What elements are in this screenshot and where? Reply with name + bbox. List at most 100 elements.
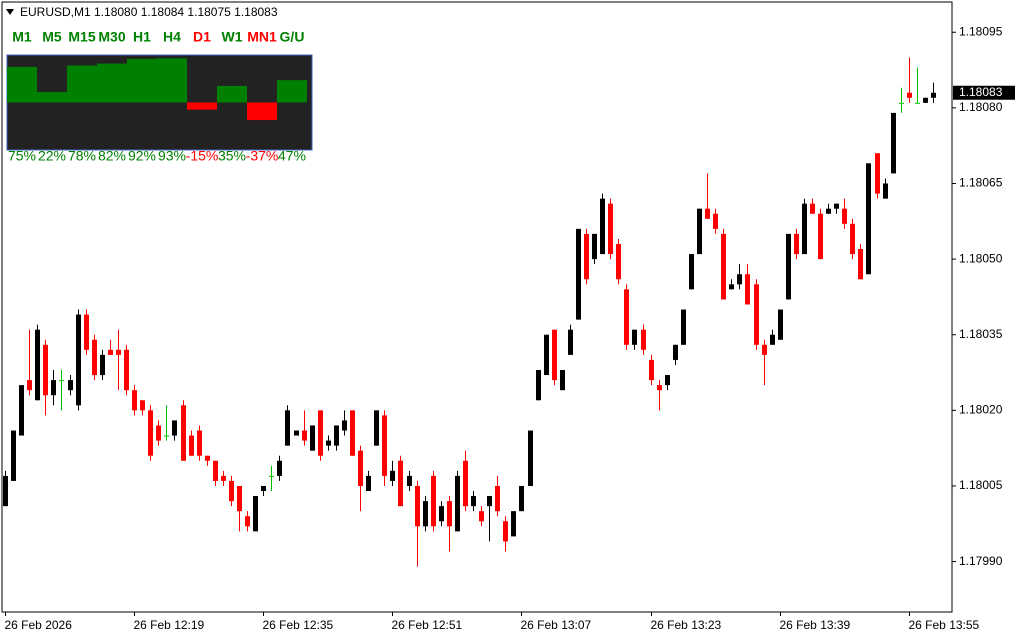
candle-body — [237, 485, 242, 512]
candle-body — [269, 475, 274, 477]
candle-body — [398, 460, 403, 507]
candle-body — [883, 183, 888, 199]
candle-body — [624, 289, 629, 345]
candle-body — [592, 233, 597, 260]
candle-body — [850, 223, 855, 255]
candle-body — [374, 410, 379, 446]
candle-body — [673, 344, 678, 360]
mtf-bar — [97, 63, 127, 103]
candle-body — [27, 380, 32, 391]
candle-body — [826, 208, 831, 214]
candle-body — [108, 349, 113, 355]
candle-body — [221, 475, 226, 481]
candle-body — [447, 501, 452, 527]
x-tick-label: 26 Feb 2026 — [5, 618, 73, 632]
candle-body — [552, 329, 557, 381]
mtf-bar — [217, 85, 247, 103]
candle-body — [229, 480, 234, 502]
mtf-bar — [277, 80, 307, 103]
candle-body — [802, 203, 807, 255]
candle-body — [213, 460, 218, 481]
candle-body — [124, 349, 129, 391]
candle-body — [59, 380, 64, 382]
candle-body — [310, 425, 315, 451]
mtf-percent: 35% — [218, 148, 246, 164]
candle-body — [713, 213, 718, 229]
candle-body — [140, 400, 145, 411]
candle-body — [899, 102, 904, 104]
candle-body — [842, 208, 847, 224]
candle-body — [181, 405, 186, 461]
candle-body — [689, 254, 694, 290]
candle-body — [19, 385, 24, 436]
y-tick-label: 1.18005 — [959, 478, 1003, 492]
candle-body — [858, 249, 863, 280]
collapse-icon[interactable] — [6, 9, 14, 15]
candle-body — [632, 329, 637, 345]
candle-body — [495, 485, 500, 512]
candle-body — [431, 475, 436, 527]
candle-body — [923, 97, 928, 103]
candle-body — [318, 410, 323, 456]
candle-body — [528, 430, 533, 486]
candle-body — [818, 213, 823, 260]
price-tag-label: 1.18083 — [959, 85, 1003, 99]
candle-body — [608, 203, 613, 255]
candle-body — [810, 203, 815, 214]
candle-body — [762, 344, 767, 355]
mtf-bar — [127, 58, 157, 103]
mtf-percent: -37% — [246, 148, 279, 164]
candle-body — [148, 410, 153, 456]
candle-body — [116, 349, 121, 355]
candle-body — [657, 385, 662, 391]
candle-body — [778, 309, 783, 340]
candle-body — [342, 420, 347, 431]
candle-body — [189, 435, 194, 456]
candle-body — [366, 475, 371, 492]
candle-body — [358, 450, 363, 486]
candle-body — [503, 521, 508, 542]
candle-body — [721, 233, 726, 300]
chart-title: EURUSD,M1 1.18080 1.18084 1.18075 1.1808… — [20, 5, 278, 19]
candle-body — [76, 314, 81, 406]
mtf-percent: 22% — [38, 148, 66, 164]
candle-body — [915, 102, 920, 104]
mtf-percent: 78% — [68, 148, 96, 164]
mtf-bar — [247, 102, 277, 121]
x-tick-label: 26 Feb 12:35 — [263, 618, 334, 632]
candle-body — [334, 425, 339, 446]
candle-body — [390, 470, 395, 481]
candle-body — [132, 390, 137, 411]
candle-body — [302, 430, 307, 441]
candle-body — [487, 496, 492, 507]
candle-body — [875, 153, 880, 194]
candle-body — [51, 380, 56, 396]
x-tick-label: 26 Feb 12:19 — [134, 618, 205, 632]
candle-body — [172, 420, 177, 436]
candle-body — [576, 228, 581, 320]
mtf-timeframe: W1 — [222, 29, 243, 45]
mtf-bar — [7, 66, 37, 103]
candle-body — [737, 274, 742, 285]
y-tick-label: 1.18020 — [959, 403, 1003, 417]
mtf-percent: 82% — [98, 148, 126, 164]
candle-body — [84, 314, 89, 350]
mtf-percent: 92% — [128, 148, 156, 164]
candle-body — [11, 430, 16, 481]
candle-body — [471, 496, 476, 507]
candle-body — [197, 430, 202, 456]
mtf-timeframe: H1 — [133, 29, 151, 45]
y-tick-label: 1.18050 — [959, 251, 1003, 265]
mtf-timeframe: M15 — [68, 29, 95, 45]
candle-body — [616, 243, 621, 280]
candle-body — [294, 430, 299, 436]
mtf-percent: -15% — [186, 148, 219, 164]
candle-body — [754, 284, 759, 345]
candle-body — [479, 511, 484, 522]
candle-body — [35, 329, 40, 401]
candle-body — [584, 233, 589, 280]
mtf-timeframe: MN1 — [247, 29, 277, 45]
candle-body — [649, 359, 654, 381]
